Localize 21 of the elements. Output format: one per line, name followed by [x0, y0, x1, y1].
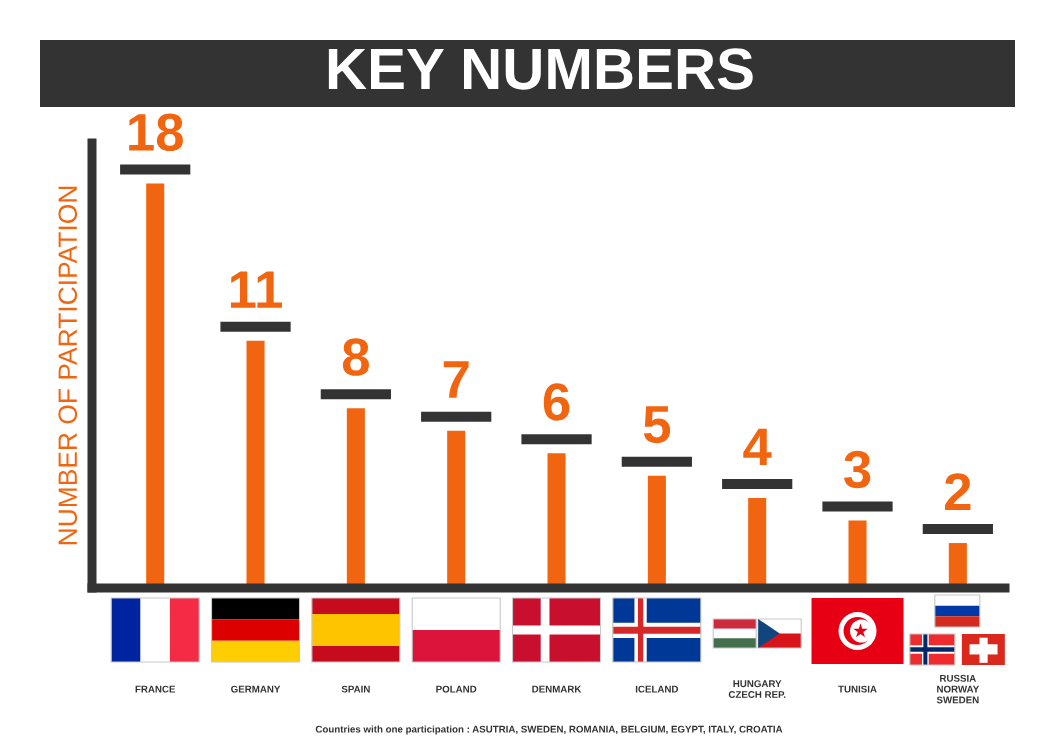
data-label: 7 [443, 361, 469, 398]
data-label: 6 [543, 383, 570, 421]
x-tick-label: SPAIN [341, 685, 370, 693]
y-axis-title: NUMBER OF PARTICIPATION [58, 186, 78, 545]
data-label: 18 [129, 113, 183, 151]
text: Countries with one participation : ASUTRIA, SWEDEN, ROMANIA, BELGIUM, EGYPT, ITALY, CROATIA [315, 725, 783, 735]
x-tick-label: DENMARK [532, 685, 582, 693]
data-label: 11 [230, 271, 282, 308]
data-label: 3 [844, 450, 871, 489]
x-tick-label: POLAND [436, 685, 477, 693]
x-tick-label: FRANCE [135, 685, 176, 693]
data-label: 8 [342, 338, 369, 376]
x-tick-label: HUNGARY CZECH REP. [728, 680, 786, 698]
data-label: 2 [945, 473, 971, 511]
data-label: 4 [743, 428, 772, 466]
x-tick-label: RUSSIA NORWAY SWEDEN [936, 674, 980, 704]
x-tick-label: GERMANY [231, 685, 281, 693]
chart-title: KEY NUMBERS [328, 48, 753, 90]
x-tick-label: ICELAND [635, 685, 679, 693]
data-label: 5 [643, 406, 671, 444]
x-tick-label: TUNISIA [838, 685, 877, 693]
